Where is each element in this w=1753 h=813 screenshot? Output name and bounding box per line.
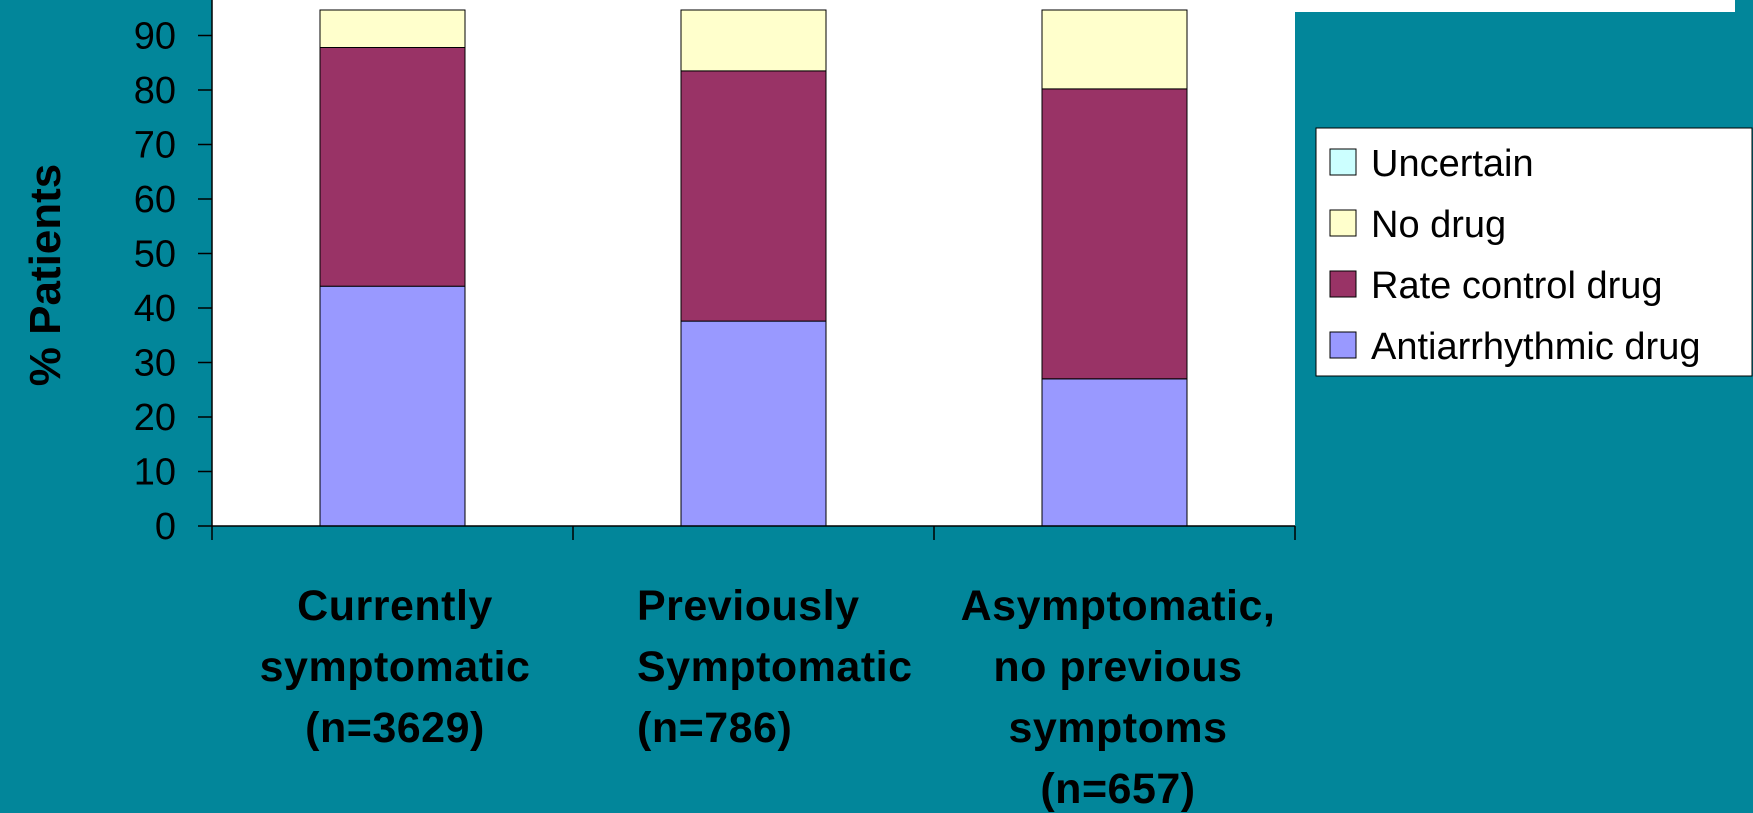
legend-swatch xyxy=(1329,270,1357,298)
y-axis-label: % Patients xyxy=(21,164,70,387)
legend-label: Uncertain xyxy=(1371,143,1534,185)
bar-segment xyxy=(319,47,466,287)
legend-label: Antiarrhythmic drug xyxy=(1371,326,1700,368)
axes-group xyxy=(198,0,1296,540)
bar-segment xyxy=(1041,88,1188,380)
legend-label: No drug xyxy=(1371,204,1506,246)
x-category-label: Currently xyxy=(297,582,493,630)
y-tick-label: 80 xyxy=(134,70,176,112)
legend-swatch xyxy=(1329,209,1357,237)
x-category-label: (n=786) xyxy=(637,704,792,752)
bar-segment xyxy=(680,9,827,72)
legend: Uncertain No drug Rate control drug Antiarr… xyxy=(1315,127,1753,377)
category-labels: Currently symptomatic (n=3629) Previously Sy… xyxy=(260,582,1276,813)
y-tick-label: 20 xyxy=(134,397,176,439)
x-category-label: symptomatic xyxy=(260,643,531,691)
bar-segment xyxy=(319,9,466,48)
bar-segment xyxy=(319,285,466,527)
x-category-label: Asymptomatic, xyxy=(961,582,1276,630)
x-category-label: symptoms xyxy=(1008,704,1227,752)
x-category-label: Previously xyxy=(637,582,860,630)
x-category-label: (n=657) xyxy=(1040,765,1195,813)
y-tick-label: 0 xyxy=(155,506,176,548)
y-tick-label: 70 xyxy=(134,125,176,167)
legend-swatch xyxy=(1329,148,1357,176)
x-category-label: no previous xyxy=(993,643,1242,691)
bar-segment xyxy=(1041,378,1188,527)
y-tick-label: 10 xyxy=(134,452,176,494)
bar-segment xyxy=(680,320,827,527)
x-category-label: Symptomatic xyxy=(637,643,913,691)
bar-segment xyxy=(680,70,827,322)
legend-swatch xyxy=(1329,331,1357,359)
legend-box xyxy=(1315,127,1753,377)
y-tick-label: 60 xyxy=(134,179,176,221)
y-tick-labels: 0 10 20 30 40 50 60 70 80 90 xyxy=(134,16,176,549)
legend-label: Rate control drug xyxy=(1371,265,1663,307)
y-tick-label: 90 xyxy=(134,16,176,58)
top-right-panel xyxy=(1295,0,1735,12)
bars-group xyxy=(319,9,1188,527)
y-tick-label: 30 xyxy=(134,343,176,385)
bar-segment xyxy=(1041,9,1188,90)
y-tick-label: 40 xyxy=(134,288,176,330)
x-category-label: (n=3629) xyxy=(305,704,485,752)
y-tick-label: 50 xyxy=(134,234,176,276)
